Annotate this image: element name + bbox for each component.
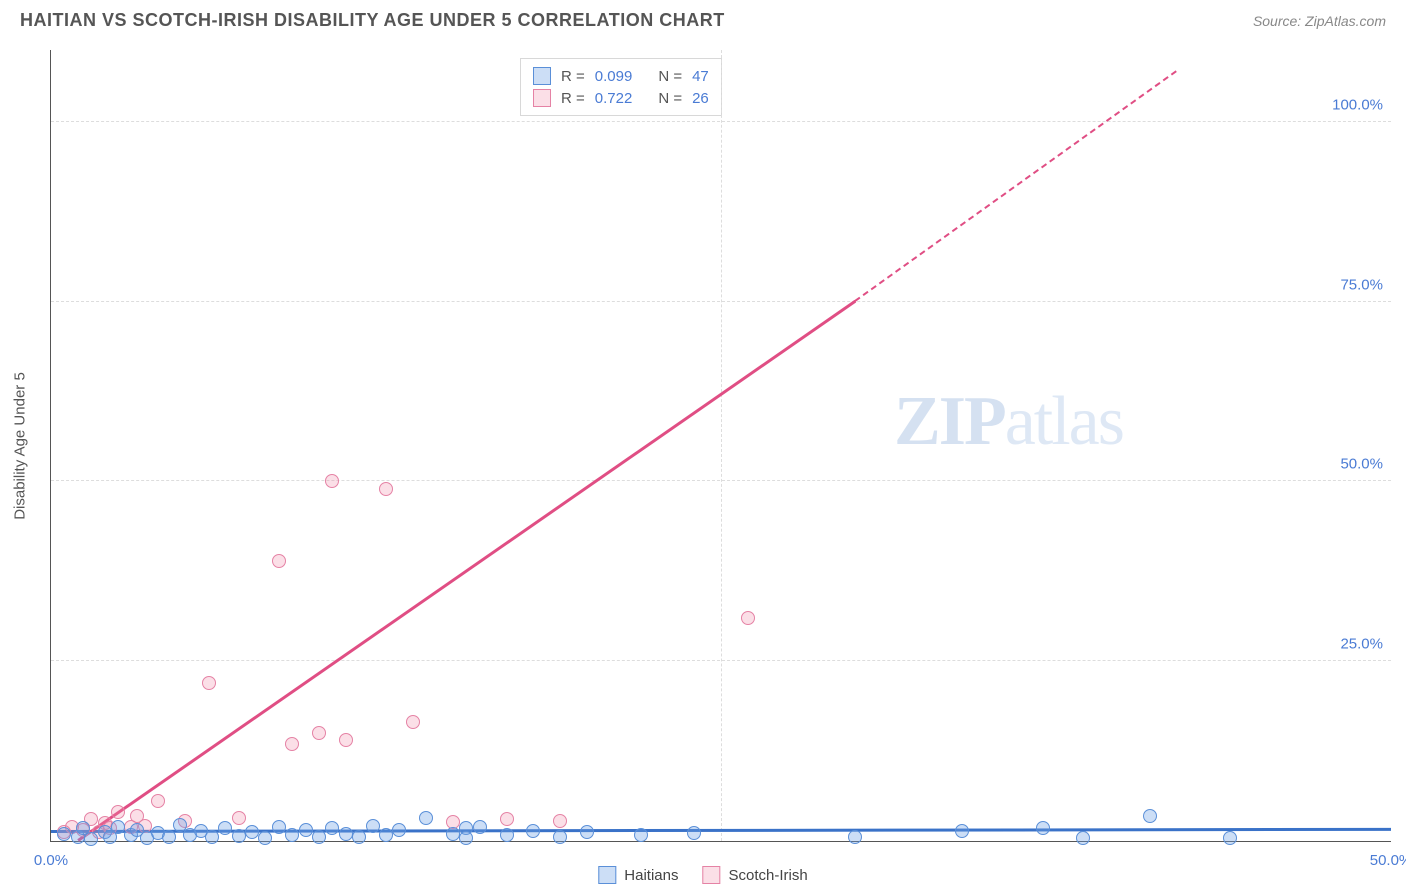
n-value-haitians: 47 [692,68,709,85]
data-point [245,825,259,839]
data-point [379,482,393,496]
data-point [312,726,326,740]
data-point [1223,831,1237,845]
watermark: ZIPatlas [894,382,1123,462]
data-point [272,554,286,568]
data-point [500,828,514,842]
chart-title: HAITIAN VS SCOTCH-IRISH DISABILITY AGE U… [20,10,725,31]
data-point [352,830,366,844]
data-point [111,805,125,819]
data-point [339,827,353,841]
data-point [392,823,406,837]
y-tick-label: 100.0% [1332,96,1383,113]
data-point [379,828,393,842]
data-point [339,733,353,747]
legend-swatch-haitians [533,67,551,85]
data-point [325,821,339,835]
source-attribution: Source: ZipAtlas.com [1253,13,1386,29]
trend-line [77,299,856,840]
data-point [232,829,246,843]
data-point [325,474,339,488]
data-point [151,794,165,808]
data-point [218,821,232,835]
r-value-haitians: 0.099 [595,68,633,85]
scatter-chart: ZIPatlas R = 0.099 N = 47 R = 0.722 N = … [50,50,1391,842]
data-point [202,676,216,690]
data-point [459,831,473,845]
data-point [446,827,460,841]
data-point [57,827,71,841]
data-point [500,812,514,826]
y-axis-label: Disability Age Under 5 [12,372,29,520]
data-point [553,830,567,844]
data-point [366,819,380,833]
trend-line [854,70,1177,302]
r-label: R = [561,68,585,85]
data-point [634,828,648,842]
watermark-bold: ZIP [894,383,1005,460]
r-value-scotch-irish: 0.722 [595,90,633,107]
data-point [419,811,433,825]
data-point [205,830,219,844]
legend-label-haitians: Haitians [624,867,678,884]
legend-swatch-icon [703,866,721,884]
y-tick-label: 25.0% [1340,636,1383,653]
data-point [955,824,969,838]
data-point [258,831,272,845]
data-point [848,830,862,844]
y-tick-label: 75.0% [1340,276,1383,293]
data-point [526,824,540,838]
legend-series: Haitians Scotch-Irish [598,866,807,884]
watermark-thin: atlas [1005,383,1123,460]
data-point [285,737,299,751]
legend-item-haitians: Haitians [598,866,678,884]
data-point [84,832,98,846]
y-tick-label: 50.0% [1340,456,1383,473]
data-point [1143,809,1157,823]
n-value-scotch-irish: 26 [692,90,709,107]
data-point [741,611,755,625]
data-point [1036,821,1050,835]
legend-correlation-box: R = 0.099 N = 47 R = 0.722 N = 26 [520,58,722,116]
data-point [162,830,176,844]
legend-swatch-scotch-irish [533,89,551,107]
data-point [232,811,246,825]
data-point [1076,831,1090,845]
data-point [285,828,299,842]
gridline-vertical [721,50,722,841]
data-point [553,814,567,828]
data-point [272,820,286,834]
data-point [687,826,701,840]
legend-swatch-icon [598,866,616,884]
legend-item-scotch-irish: Scotch-Irish [703,866,808,884]
x-tick-label: 0.0% [34,852,68,869]
n-label: N = [658,90,682,107]
data-point [580,825,594,839]
data-point [312,830,326,844]
legend-row-scotch-irish: R = 0.722 N = 26 [533,87,709,109]
data-point [299,823,313,837]
data-point [473,820,487,834]
legend-label-scotch-irish: Scotch-Irish [729,867,808,884]
legend-row-haitians: R = 0.099 N = 47 [533,65,709,87]
n-label: N = [658,68,682,85]
x-tick-label: 50.0% [1370,852,1406,869]
data-point [406,715,420,729]
data-point [111,820,125,834]
r-label: R = [561,90,585,107]
